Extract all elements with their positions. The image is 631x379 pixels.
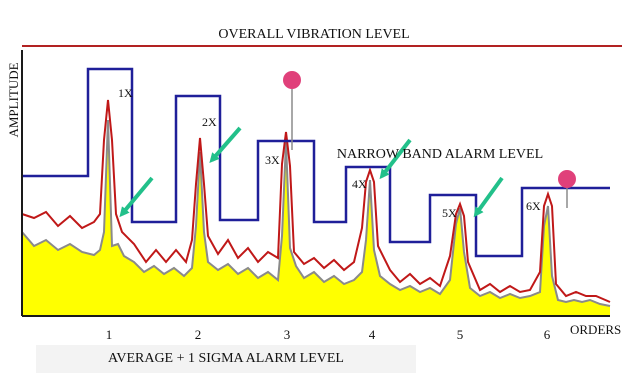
order-label-2x: 2X (202, 115, 217, 129)
arrow-2x (209, 126, 242, 164)
x-tick-2: 2 (195, 327, 202, 342)
x-tick-1: 1 (106, 327, 113, 342)
x-axis-label: ORDERS (570, 322, 621, 337)
average-sigma-label: AVERAGE + 1 SIGMA ALARM LEVEL (36, 345, 416, 373)
spectrum-fill (22, 120, 610, 316)
x-tick-4: 4 (369, 327, 376, 342)
order-label-4x: 4X (352, 177, 367, 191)
arrow-1x (119, 176, 154, 218)
narrow-band-alarm-line (22, 67, 610, 258)
order-label-5x: 5X (442, 206, 457, 220)
marker-3x (283, 71, 301, 89)
order-label-1x: 1X (118, 86, 133, 100)
arrow-4x (379, 138, 412, 180)
spectrum-line (21, 119, 611, 307)
marker-6x (558, 170, 576, 188)
narrow-band-label: NARROW BAND ALARM LEVEL (337, 147, 543, 162)
order-label-3x: 3X (265, 153, 280, 167)
arrow-5x (473, 176, 504, 218)
x-tick-5: 5 (457, 327, 464, 342)
x-tick-6: 6 (544, 327, 551, 342)
x-tick-3: 3 (284, 327, 291, 342)
order-label-6x: 6X (526, 199, 541, 213)
overall-vibration-label: OVERALL VIBRATION LEVEL (218, 27, 409, 42)
y-axis-label: AMPLITUDE (6, 62, 21, 137)
average-sigma-envelope (21, 99, 611, 303)
